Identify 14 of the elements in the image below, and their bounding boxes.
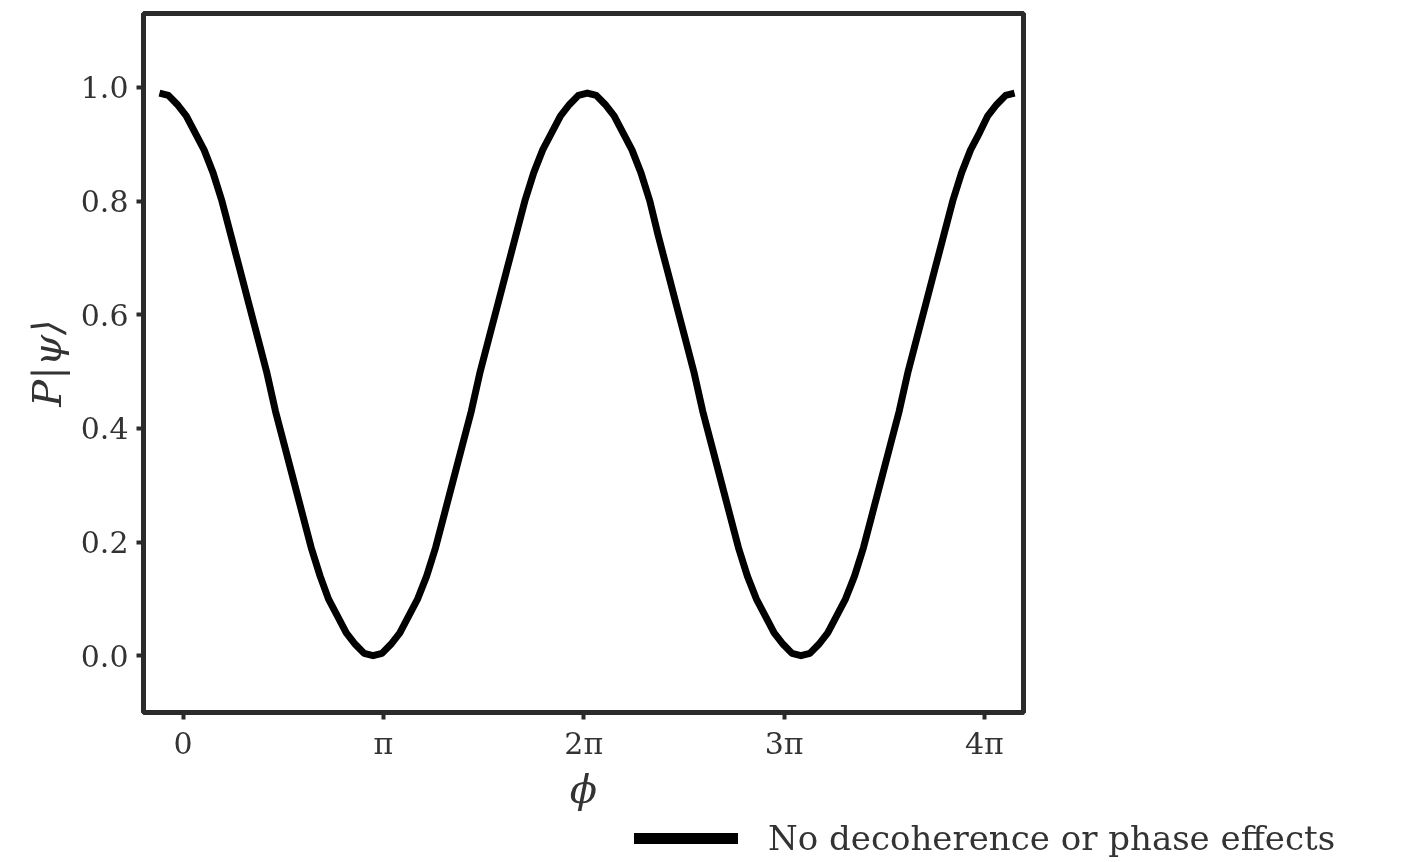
y-tick-label: 0.8 bbox=[80, 184, 129, 220]
legend-label: No decoherence or phase effects bbox=[768, 818, 1336, 858]
x-tick-label: 4π bbox=[964, 725, 1004, 761]
y-axis-title: P|ψ⟩ bbox=[23, 319, 70, 408]
y-tick-label: 0.4 bbox=[80, 411, 129, 447]
y-tick-label: 0.2 bbox=[80, 525, 129, 561]
y-tick-label: 0.0 bbox=[80, 638, 129, 674]
x-tick-label: 0 bbox=[173, 725, 193, 761]
x-tick-label: 3π bbox=[764, 725, 804, 761]
y-tick-label: 0.6 bbox=[80, 297, 129, 333]
y-tick-label: 1.0 bbox=[80, 70, 129, 106]
x-tick-label: 2π bbox=[564, 725, 604, 761]
x-axis-title: ϕ bbox=[569, 765, 598, 812]
x-tick-label: π bbox=[373, 725, 394, 761]
